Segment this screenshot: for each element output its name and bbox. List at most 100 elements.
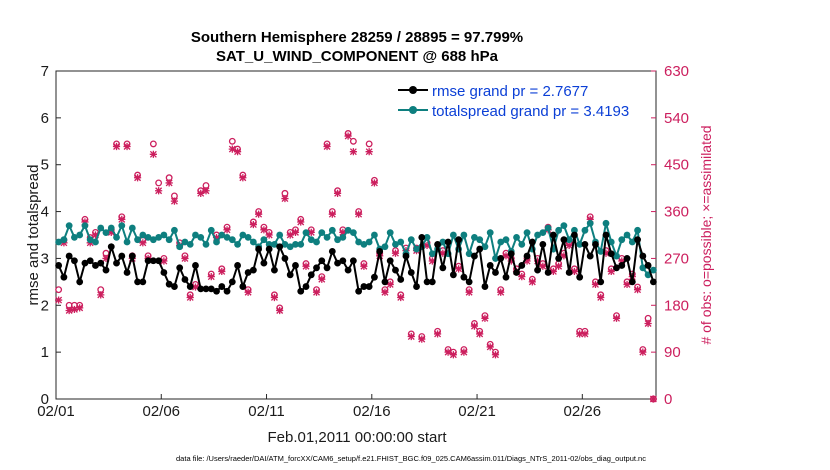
rmse-point xyxy=(513,269,520,276)
totalspread-point xyxy=(155,233,163,241)
obs-assimilated-marker xyxy=(155,187,163,195)
chart-subtitle: SAT_U_WIND_COMPONENT @ 688 hPa xyxy=(216,48,499,65)
obs-assimilated-marker xyxy=(133,174,142,182)
totalspread-point xyxy=(534,231,541,239)
rmse-point xyxy=(476,245,484,253)
rmse-point xyxy=(65,252,73,260)
obs-assimilated-marker xyxy=(212,234,221,242)
footnote: data file: /Users/raeder/DAI/ATM_forcXX/… xyxy=(176,454,646,463)
rmse-point xyxy=(239,283,247,290)
obs-assimilated-marker xyxy=(328,210,336,218)
obs-assimilated-marker xyxy=(202,187,210,195)
rmse-point xyxy=(507,250,515,258)
totalspread-point xyxy=(181,238,189,246)
totalspread-point xyxy=(234,240,241,248)
obs-assimilated-marker xyxy=(397,293,405,302)
obs-assimilated-marker xyxy=(381,288,389,296)
rmse-point xyxy=(376,248,384,255)
totalspread-point xyxy=(113,233,120,241)
totalspread-point xyxy=(328,226,336,234)
totalspread-point xyxy=(407,236,415,244)
rmse-point xyxy=(107,243,115,251)
obs-assimilated-marker xyxy=(612,314,621,322)
obs-assimilated-marker xyxy=(223,226,231,234)
obs-assimilated-marker xyxy=(286,231,294,239)
y-tick-label: 2 xyxy=(41,297,49,314)
totalspread-point xyxy=(218,231,226,239)
obs-assimilated-marker xyxy=(360,262,368,270)
rmse-point xyxy=(260,259,268,267)
y-tick-label: 1 xyxy=(41,344,49,361)
rmse-point xyxy=(413,283,420,290)
obs-assimilated-marker xyxy=(355,210,363,218)
obs-assimilated-marker xyxy=(465,288,473,296)
obs-assimilated-marker xyxy=(444,348,452,356)
totalspread-point xyxy=(413,245,420,253)
obs-assimilated-marker xyxy=(276,306,284,315)
totalspread-point xyxy=(144,233,152,241)
rmse-point xyxy=(307,271,315,279)
rmse-point xyxy=(428,278,436,286)
rmse-point xyxy=(439,264,447,272)
obs-possible-marker xyxy=(365,140,373,148)
rmse-point xyxy=(149,257,157,265)
legend-spread-marker xyxy=(409,106,417,114)
totalspread-point xyxy=(123,238,131,246)
y2-tick-label: 90 xyxy=(664,344,681,361)
rmse-point xyxy=(286,271,294,279)
totalspread-point xyxy=(171,226,178,234)
obs-assimilated-marker xyxy=(318,275,326,283)
rmse-point xyxy=(302,283,310,290)
totalspread-point xyxy=(544,224,552,232)
totalspread-point xyxy=(423,233,431,241)
totalspread-point xyxy=(560,222,568,230)
rmse-point xyxy=(539,240,547,248)
rmse-point xyxy=(71,257,78,265)
obs-possible-marker xyxy=(228,137,236,145)
totalspread-point xyxy=(392,240,399,248)
totalspread-point xyxy=(486,229,494,237)
obs-assimilated-marker xyxy=(607,267,615,276)
rmse-point xyxy=(581,240,589,248)
rmse-point xyxy=(297,287,305,295)
obs-assimilated-marker xyxy=(581,330,589,338)
legend-box xyxy=(394,78,647,122)
y2-tick-label: 270 xyxy=(664,250,689,267)
legend: rmse grand pr = 2.7677 totalspread grand… xyxy=(394,78,647,122)
obs-assimilated-marker xyxy=(102,254,110,263)
totalspread-point xyxy=(65,222,73,230)
totalspread-point xyxy=(513,233,520,241)
totalspread-point xyxy=(192,231,199,239)
obs-assimilated-marker xyxy=(281,194,289,203)
totalspread-point xyxy=(134,236,141,244)
obs-assimilated-marker xyxy=(186,293,194,302)
y2-tick-label: 630 xyxy=(664,63,689,80)
obs-assimilated-marker xyxy=(244,288,252,296)
rmse-point xyxy=(407,269,415,276)
totalspread-point xyxy=(460,231,468,239)
obs-assimilated-marker xyxy=(191,283,200,291)
totalspread-point xyxy=(597,248,605,255)
totalspread-point xyxy=(160,231,168,239)
rmse-point xyxy=(176,264,184,272)
obs-possible-marker xyxy=(155,179,163,187)
y-tick-label: 3 xyxy=(41,250,49,267)
rmse-point xyxy=(255,245,263,253)
rmse-point xyxy=(502,273,510,281)
obs-assimilated-marker xyxy=(560,252,568,260)
rmse-point xyxy=(455,236,463,244)
right-axis: 0 90 180 270 360 450 540 630 xyxy=(651,63,689,408)
obs-assimilated-marker xyxy=(302,262,310,270)
obs-assimilated-marker xyxy=(149,150,157,158)
obs-assimilated-marker xyxy=(207,273,215,281)
obs-assimilated-marker xyxy=(570,267,579,276)
obs-assimilated-marker xyxy=(239,174,247,182)
rmse-point xyxy=(434,240,441,248)
obs-assimilated-marker xyxy=(160,257,168,265)
totalspread-point xyxy=(371,231,378,239)
chart-title: Southern Hemisphere 28259 / 28895 = 97.7… xyxy=(191,29,523,46)
totalspread-point xyxy=(576,240,584,248)
rmse-point xyxy=(618,262,626,269)
totalspread-point xyxy=(639,264,647,272)
obs-assimilated-marker xyxy=(255,210,263,218)
